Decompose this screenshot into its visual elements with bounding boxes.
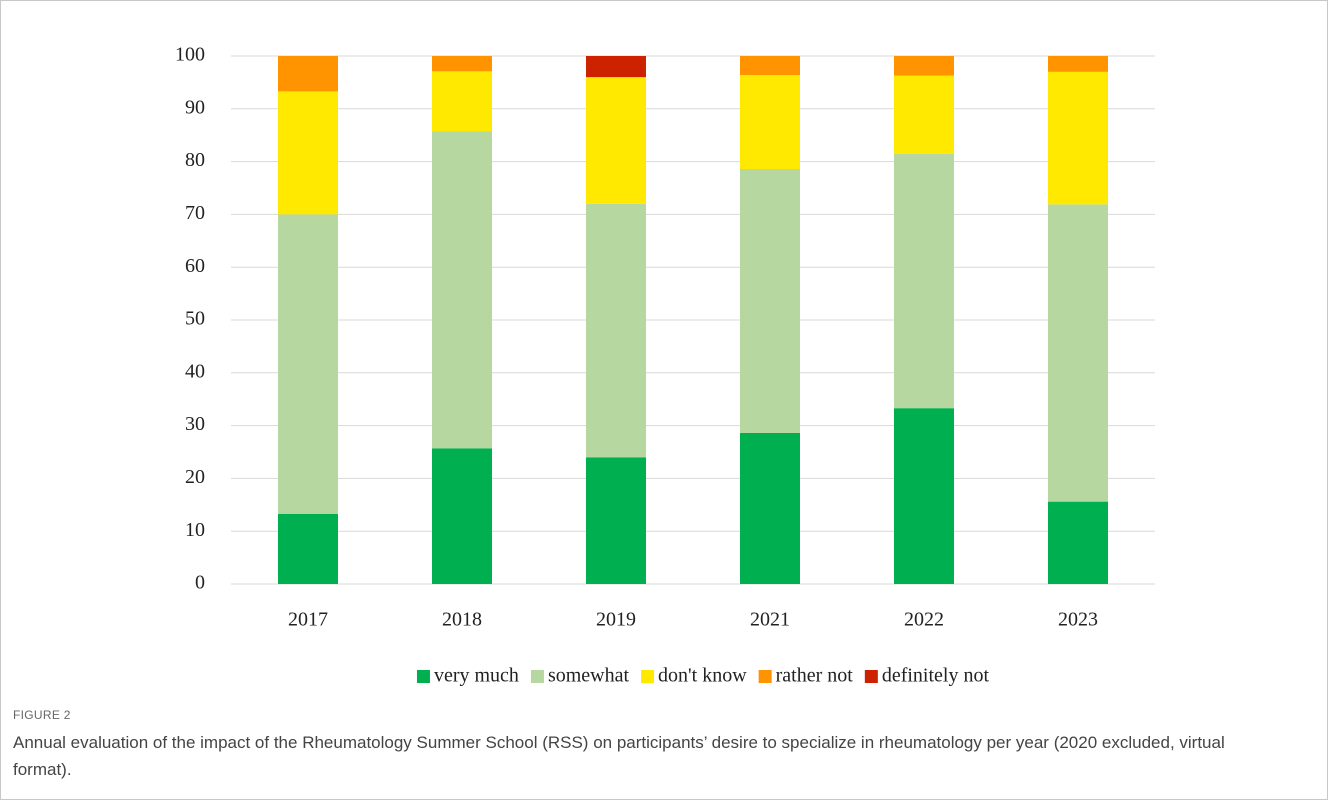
bar-segment [278,513,338,584]
y-tick-label: 100 [175,44,205,66]
legend-swatch [758,670,772,683]
bar-segment [278,56,338,92]
bar-segment [586,457,646,584]
bar-segment [432,448,492,584]
x-tick-label: 2018 [442,609,482,631]
figure-label: FIGURE 2 [13,708,71,722]
bar-segment [894,75,954,154]
bar-segment [586,203,646,458]
y-tick-label: 80 [185,149,205,171]
x-tick-label: 2019 [596,609,636,631]
legend-swatch [641,670,655,683]
bar-segment [432,71,492,132]
y-tick-label: 40 [185,360,205,382]
legend-swatch [416,670,430,683]
y-tick-label: 70 [185,202,205,224]
legend-label: very much [434,665,519,687]
legend-swatch [530,670,544,683]
bar-segment [740,56,800,76]
bar-segment [432,56,492,72]
bar-segment [278,91,338,215]
bar-segment [740,432,800,584]
y-tick-label: 50 [185,308,205,330]
legend-label: rather not [776,665,854,687]
x-tick-label: 2022 [904,609,944,631]
x-tick-label: 2023 [1058,609,1098,631]
bar-segment [586,77,646,204]
chart: 0 10 20 30 40 50 60 70 80 90 100 2017 2018 2019 2021 20… [175,44,1155,687]
bar-segment [1048,204,1108,502]
y-tick-label: 30 [185,413,205,435]
bar-segment [278,214,338,514]
bar-segment [740,75,800,169]
bar-segment [432,131,492,449]
bar-segment [1048,501,1108,584]
legend-label: don't know [658,665,747,687]
x-tick-label: 2017 [288,609,328,631]
bar-segment [1048,71,1108,205]
legend-label: somewhat [548,665,630,687]
bar-segment [740,168,800,433]
bar-segment [586,56,646,78]
bar-segment [894,153,954,409]
y-tick-label: 90 [185,96,205,118]
y-tick-label: 10 [185,519,205,541]
x-tick-label: 2021 [750,609,790,631]
y-tick-label: 0 [195,572,205,594]
bar-segment [1048,56,1108,72]
bar-segment [894,56,954,76]
y-tick-label: 60 [185,255,205,277]
legend-label: definitely not [882,665,990,687]
bar-segment [894,408,954,584]
figure-caption: Annual evaluation of the impact of the R… [13,733,1225,779]
y-tick-label: 20 [185,466,205,488]
legend-swatch [864,670,878,683]
